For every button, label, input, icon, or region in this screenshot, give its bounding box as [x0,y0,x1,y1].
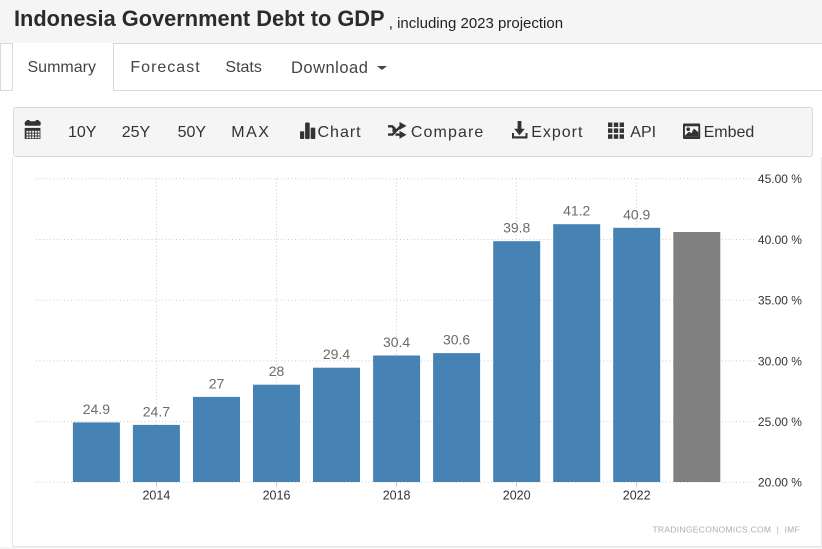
svg-text:45.00 %: 45.00 % [758,172,802,186]
svg-text:25.00 %: 25.00 % [758,415,802,429]
svg-text:27: 27 [209,375,225,391]
svg-text:2020: 2020 [503,488,531,502]
svg-text:30.4: 30.4 [383,334,410,350]
svg-text:40.00 %: 40.00 % [758,233,802,247]
svg-text:35.00 %: 35.00 % [758,294,802,308]
svg-text:39.8: 39.8 [503,220,530,236]
svg-text:2018: 2018 [383,488,411,502]
svg-text:2016: 2016 [263,488,291,502]
svg-text:20.00 %: 20.00 % [758,476,802,490]
svg-text:40.9: 40.9 [623,206,650,222]
svg-text:24.9: 24.9 [83,401,110,417]
svg-text:30.6: 30.6 [443,332,470,348]
svg-text:41.2: 41.2 [563,203,590,219]
svg-text:24.7: 24.7 [143,403,170,419]
svg-text:28: 28 [269,363,285,379]
svg-text:29.4: 29.4 [323,346,350,362]
svg-text:TRADINGECONOMICS.COM | IMF: TRADINGECONOMICS.COM | IMF [652,525,800,535]
svg-text:2014: 2014 [142,488,170,502]
svg-text:30.00 %: 30.00 % [758,354,802,368]
svg-text:2022: 2022 [623,488,651,502]
